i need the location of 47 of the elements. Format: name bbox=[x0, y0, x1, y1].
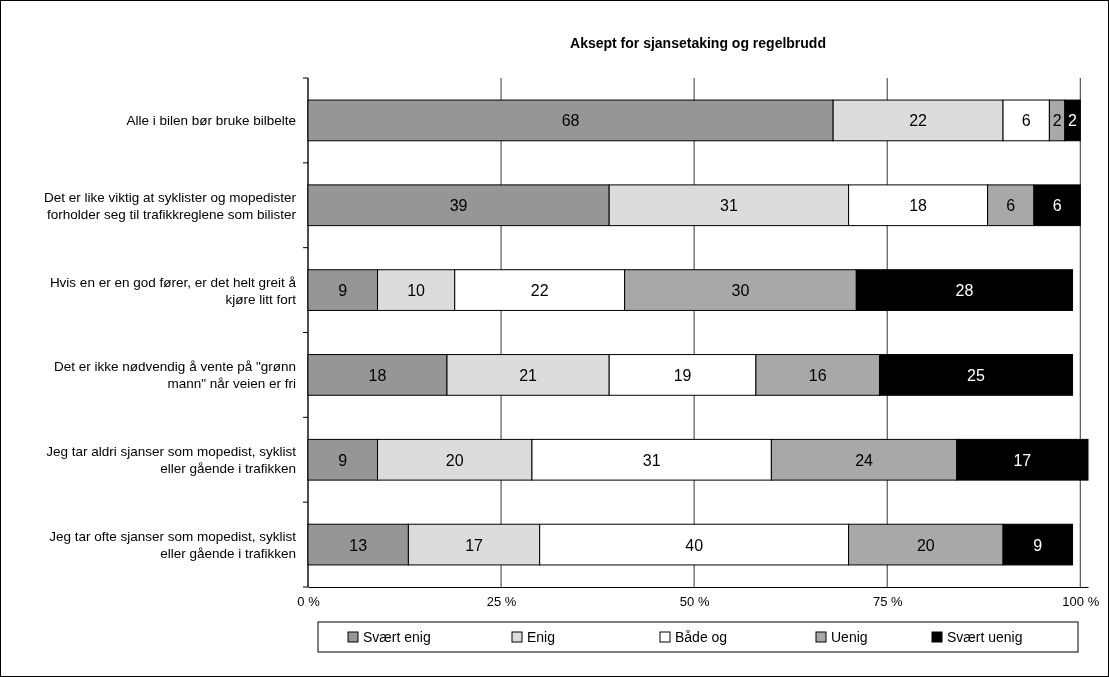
data-label: 19 bbox=[673, 366, 692, 384]
x-tick-label: 100 % bbox=[1062, 594, 1100, 610]
data-label: 31 bbox=[642, 451, 661, 469]
data-label: 17 bbox=[1013, 451, 1032, 469]
data-label: 10 bbox=[407, 282, 426, 300]
data-label: 20 bbox=[916, 536, 935, 554]
data-label: 16 bbox=[808, 366, 827, 384]
data-label: 21 bbox=[519, 366, 538, 384]
data-label: 2 bbox=[1052, 112, 1062, 130]
y-tick-label: Hvis en er en god fører, er det helt greit å kjøre litt fort bbox=[49, 274, 297, 307]
legend-label: Enig bbox=[527, 629, 556, 645]
data-label: 22 bbox=[530, 282, 549, 300]
x-tick-label: 50 % bbox=[679, 594, 710, 610]
x-tick-label: 25 % bbox=[486, 594, 517, 610]
data-label: 2 bbox=[1068, 112, 1078, 130]
data-label: 40 bbox=[685, 536, 704, 554]
data-label: 18 bbox=[368, 366, 387, 384]
data-label: 24 bbox=[855, 451, 874, 469]
x-tick-label: 0 % bbox=[297, 594, 321, 610]
legend-label: Svært enig bbox=[363, 629, 431, 645]
data-label: 30 bbox=[731, 282, 750, 300]
y-tick-label: Jeg tar ofte sjanser som mopedist, syklist eller gående i trafikken bbox=[49, 529, 297, 562]
data-label: 25 bbox=[967, 366, 986, 384]
legend-label: Både og bbox=[675, 629, 728, 645]
data-label: 39 bbox=[449, 197, 468, 215]
y-tick-label: Det er like viktig at syklister og mopedister forholder seg til trafikkreglene som bilister bbox=[43, 189, 297, 222]
data-label: 68 bbox=[561, 112, 580, 130]
y-tick-label: Jeg tar aldri sjanser som mopedist, syklist eller gående i trafikken bbox=[46, 444, 297, 477]
data-label: 6 bbox=[1052, 197, 1062, 215]
data-label: 17 bbox=[465, 536, 484, 554]
data-label: 22 bbox=[909, 112, 928, 130]
data-label: 9 bbox=[1033, 536, 1043, 554]
x-tick-label: 75 % bbox=[872, 594, 903, 610]
y-tick-label: Alle i bilen bør bruke bilbelte bbox=[126, 113, 296, 129]
data-label: 31 bbox=[719, 197, 738, 215]
data-label: 6 bbox=[1021, 112, 1031, 130]
data-label: 9 bbox=[338, 282, 348, 300]
legend-label: Svært uenig bbox=[947, 629, 1023, 645]
data-label: 20 bbox=[445, 451, 464, 469]
data-label: 28 bbox=[955, 282, 974, 300]
y-tick-label: Det er ikke nødvendig å vente på "grønn mann" når veien er fri bbox=[54, 359, 296, 392]
data-label: 9 bbox=[338, 451, 348, 469]
data-label: 18 bbox=[909, 197, 928, 215]
chart-title: Aksept for sjansetaking og regelbrudd bbox=[570, 35, 826, 51]
legend-label: Uenig bbox=[831, 629, 868, 645]
data-label: 13 bbox=[349, 536, 368, 554]
data-label: 6 bbox=[1006, 197, 1016, 215]
